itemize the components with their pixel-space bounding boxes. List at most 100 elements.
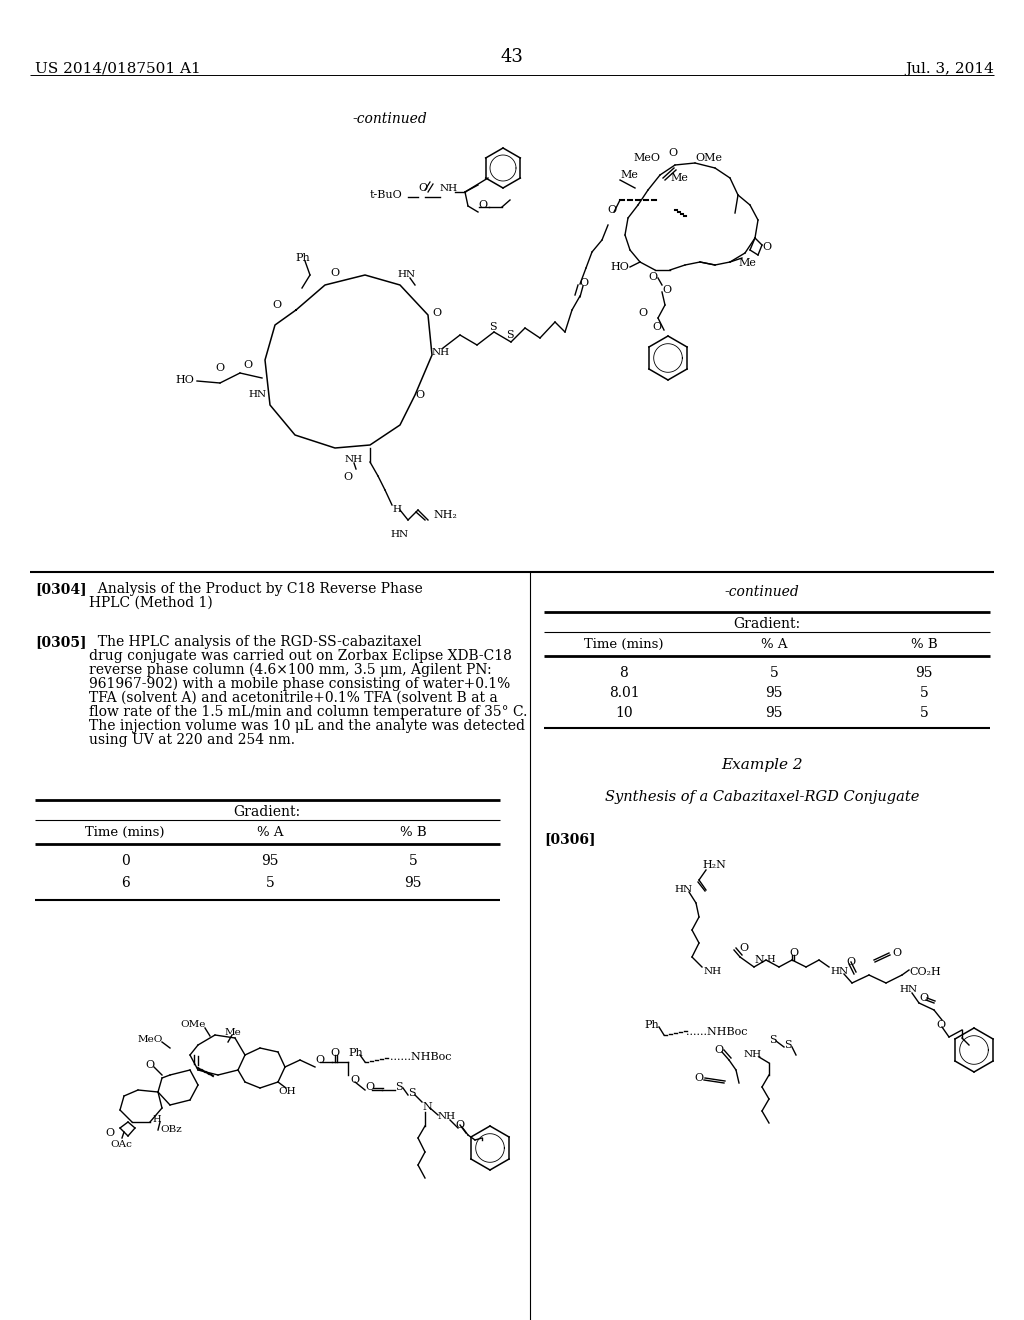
Text: drug conjugate was carried out on Zorbax Eclipse XDB-C18: drug conjugate was carried out on Zorbax…: [89, 649, 512, 663]
Text: The injection volume was 10 μL and the analyte was detected: The injection volume was 10 μL and the a…: [89, 719, 525, 733]
Text: 8.01: 8.01: [608, 686, 639, 700]
Text: Analysis of the Product by C18 Reverse Phase: Analysis of the Product by C18 Reverse P…: [89, 582, 423, 597]
Text: O: O: [432, 308, 441, 318]
Text: 95: 95: [915, 667, 933, 680]
Text: O: O: [215, 363, 224, 374]
Text: O: O: [243, 360, 252, 370]
Text: 0: 0: [121, 854, 129, 869]
Text: reverse phase column (4.6×100 mm, 3.5 μm, Agilent PN:: reverse phase column (4.6×100 mm, 3.5 μm…: [89, 663, 492, 677]
Text: 5: 5: [265, 876, 274, 890]
Text: 8: 8: [620, 667, 629, 680]
Text: Example 2: Example 2: [721, 758, 803, 772]
Text: S: S: [784, 1040, 792, 1049]
Text: TFA (solvent A) and acetonitrile+0.1% TFA (solvent B at a: TFA (solvent A) and acetonitrile+0.1% TF…: [89, 690, 498, 705]
Text: O: O: [330, 1048, 339, 1059]
Text: Synthesis of a Cabazitaxel-RGD Conjugate: Synthesis of a Cabazitaxel-RGD Conjugate: [605, 789, 920, 804]
Text: Time (mins): Time (mins): [85, 826, 165, 840]
Text: S: S: [769, 1035, 776, 1045]
Text: OBz: OBz: [160, 1125, 181, 1134]
Text: % A: % A: [257, 826, 284, 840]
Text: Gradient:: Gradient:: [733, 616, 801, 631]
Text: -continued: -continued: [725, 585, 800, 599]
Text: 6: 6: [121, 876, 129, 890]
Text: MeO: MeO: [138, 1035, 164, 1044]
Text: N: N: [422, 1102, 432, 1111]
Text: O: O: [579, 279, 588, 288]
Text: NH: NH: [744, 1049, 762, 1059]
Text: O: O: [790, 948, 798, 958]
Text: S: S: [408, 1088, 416, 1098]
Text: % B: % B: [399, 826, 426, 840]
Text: Ph: Ph: [348, 1048, 362, 1059]
Text: 95: 95: [404, 876, 422, 890]
Text: 43: 43: [501, 48, 523, 66]
Text: O: O: [145, 1060, 155, 1071]
Text: O: O: [418, 183, 427, 193]
Text: O: O: [762, 242, 771, 252]
Text: HO: HO: [610, 261, 629, 272]
Text: ......NHBoc: ......NHBoc: [686, 1027, 748, 1038]
Text: OAc: OAc: [110, 1140, 132, 1148]
Text: O: O: [714, 1045, 723, 1055]
Text: S: S: [395, 1082, 402, 1092]
Text: ......NHBoc: ......NHBoc: [390, 1052, 452, 1063]
Text: O: O: [455, 1119, 464, 1130]
Text: S: S: [489, 322, 497, 333]
Text: 95: 95: [765, 686, 782, 700]
Text: 95: 95: [261, 854, 279, 869]
Text: % A: % A: [761, 638, 787, 651]
Text: O: O: [662, 285, 671, 294]
Text: 10: 10: [615, 706, 633, 719]
Text: O: O: [694, 1073, 703, 1082]
Text: O: O: [936, 1020, 945, 1030]
Text: NH: NH: [438, 1111, 456, 1121]
Text: -continued: -continued: [352, 112, 427, 125]
Text: % B: % B: [910, 638, 937, 651]
Text: H: H: [152, 1115, 161, 1125]
Text: Ph: Ph: [295, 253, 309, 263]
Text: 95: 95: [765, 706, 782, 719]
Text: t-BuO: t-BuO: [370, 190, 402, 201]
Text: [0304]: [0304]: [35, 582, 87, 597]
Text: HN: HN: [390, 531, 409, 539]
Text: OMe: OMe: [695, 153, 722, 162]
Text: Ph: Ph: [644, 1020, 658, 1030]
Text: N: N: [754, 954, 764, 965]
Text: NH₂: NH₂: [433, 510, 457, 520]
Text: H: H: [766, 954, 774, 964]
Text: NH: NH: [432, 348, 451, 356]
Text: Me: Me: [225, 1028, 242, 1038]
Text: O: O: [272, 300, 282, 310]
Text: US 2014/0187501 A1: US 2014/0187501 A1: [35, 62, 201, 77]
Text: 5: 5: [770, 667, 778, 680]
Text: O: O: [330, 268, 339, 279]
Text: O: O: [919, 993, 928, 1003]
Text: OH: OH: [278, 1086, 296, 1096]
Text: O: O: [415, 389, 424, 400]
Text: O: O: [350, 1074, 359, 1085]
Text: O: O: [365, 1082, 374, 1092]
Text: O: O: [652, 322, 662, 333]
Text: 5: 5: [409, 854, 418, 869]
Text: H: H: [392, 506, 401, 513]
Text: The HPLC analysis of the RGD-SS-cabazitaxel: The HPLC analysis of the RGD-SS-cabazita…: [89, 635, 422, 649]
Text: Gradient:: Gradient:: [233, 805, 301, 818]
Text: S: S: [506, 330, 514, 341]
Text: MeO: MeO: [633, 153, 660, 162]
Text: O: O: [638, 308, 647, 318]
Text: using UV at 220 and 254 nm.: using UV at 220 and 254 nm.: [89, 733, 295, 747]
Text: CO₂H: CO₂H: [909, 968, 941, 977]
Text: HO: HO: [175, 375, 194, 385]
Text: Me: Me: [620, 170, 638, 180]
Text: 5: 5: [920, 706, 929, 719]
Text: [0306]: [0306]: [544, 832, 596, 846]
Text: O: O: [478, 201, 487, 210]
Text: NH: NH: [345, 455, 364, 465]
Text: Me: Me: [670, 173, 688, 183]
Text: flow rate of the 1.5 mL/min and column temperature of 35° C.: flow rate of the 1.5 mL/min and column t…: [89, 705, 527, 719]
Text: O: O: [892, 948, 901, 958]
Text: Jul. 3, 2014: Jul. 3, 2014: [905, 62, 994, 77]
Text: NH: NH: [440, 183, 458, 193]
Text: [0305]: [0305]: [35, 635, 86, 649]
Text: NH: NH: [705, 968, 722, 975]
